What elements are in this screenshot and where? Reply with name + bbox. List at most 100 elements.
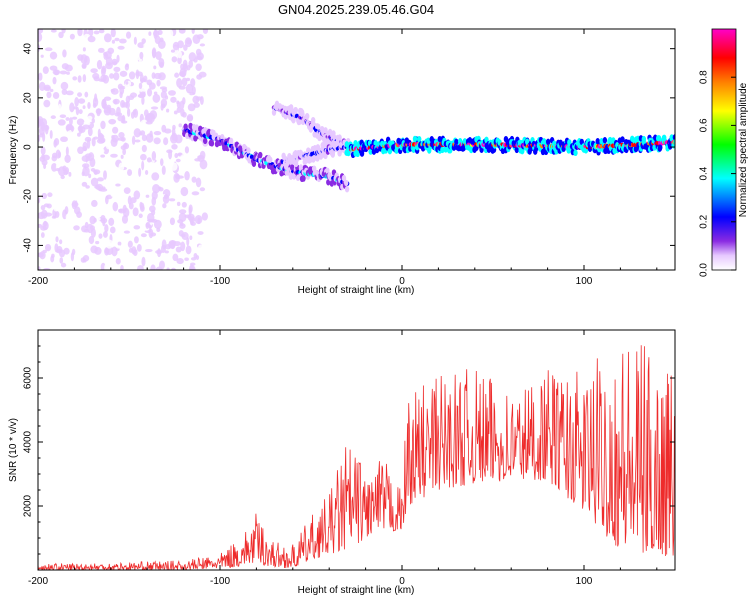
heatmap-cell <box>77 29 83 37</box>
heatmap-cell <box>39 133 44 138</box>
heatmap-cell <box>78 124 83 134</box>
heatmap-cell <box>141 256 146 267</box>
heatmap-cell <box>417 135 422 143</box>
heatmap-cell <box>38 72 43 81</box>
heatmap-cell <box>44 243 52 252</box>
heatmap-cell <box>667 143 673 150</box>
heatmap-cell <box>165 243 172 250</box>
heatmap-cell <box>190 143 195 152</box>
heatmap-cell <box>66 124 71 131</box>
heatmap-cell <box>171 132 178 141</box>
heatmap-cell <box>64 167 70 175</box>
heatmap-cell <box>140 119 148 129</box>
heatmap-cell <box>42 249 47 254</box>
heatmap-cell <box>97 216 101 221</box>
heatmap-cell <box>520 147 525 155</box>
heatmap-cell <box>95 108 102 115</box>
heatmap-cell <box>179 223 186 229</box>
heatmap-cell <box>74 97 79 107</box>
heatmap-cell <box>166 267 170 270</box>
heatmap-cell <box>67 138 71 147</box>
heatmap-cell <box>64 154 71 163</box>
heatmap-cell <box>139 51 144 60</box>
heatmap-cell <box>291 173 297 180</box>
heatmap-cell <box>103 170 107 180</box>
heatmap-cell <box>411 146 416 153</box>
snr-ticks: -200 -100 0 100 2000 4000 6000 <box>23 330 675 587</box>
heatmap-cell <box>93 136 99 140</box>
heatmap-cell <box>127 169 133 177</box>
snr-frame <box>37 329 676 571</box>
heatmap-cell <box>93 123 98 131</box>
heatmap-cell <box>323 141 328 148</box>
heatmap-cell <box>91 118 95 124</box>
colorbar-label: Normalized spectral amplitude <box>738 82 749 217</box>
heatmap-cell <box>93 30 100 35</box>
heatmap-cell <box>117 45 125 50</box>
heatmap-cell <box>355 150 360 158</box>
heatmap-cell <box>172 253 179 262</box>
snr-xtick-label: -200 <box>28 576 48 587</box>
heatmap-cell <box>40 204 46 211</box>
heatmap-cell <box>89 225 95 231</box>
snr-ytick-label: 2000 <box>23 494 34 517</box>
heatmap-cell <box>59 257 64 264</box>
heatmap-cell <box>194 124 200 131</box>
heatmap-cell <box>188 265 196 270</box>
heatmap-cell <box>195 255 200 261</box>
heatmap-cell <box>315 123 321 130</box>
heatmap-cell <box>90 228 96 238</box>
heatmap-cell <box>133 53 141 61</box>
heatmap-cell <box>159 158 164 167</box>
heatmap-cell <box>346 149 351 157</box>
heatmap-feature-1 <box>181 122 350 193</box>
heatmap-cell <box>162 203 167 209</box>
heatmap-cell <box>201 212 208 221</box>
heatmap-cell <box>190 257 197 261</box>
heatmap-cell <box>272 167 277 175</box>
snr-xtick-label: 100 <box>576 576 593 587</box>
heatmap-feature-3 <box>280 138 349 171</box>
heatmap-cell <box>82 74 87 83</box>
heatmap-cell <box>72 76 78 81</box>
heatmap-cell <box>105 239 114 249</box>
heatmap-cell <box>40 118 48 128</box>
heatmap-cell <box>82 105 86 110</box>
heatmap-cell <box>101 149 105 153</box>
heatmap-cell <box>130 111 135 119</box>
heatmap-cell <box>183 123 188 130</box>
heatmap-feature-4 <box>344 134 675 159</box>
heatmap-cell <box>159 260 165 270</box>
heatmap-cell <box>337 134 342 141</box>
heatmap-cell <box>120 154 124 159</box>
heatmap-cell <box>440 146 445 154</box>
heatmap-cell <box>353 139 358 147</box>
heatmap-cell <box>184 146 190 154</box>
heatmap-cell <box>117 241 122 246</box>
heatmap-cell <box>163 137 169 146</box>
heatmap-cell <box>161 165 166 175</box>
snr-plot-area <box>38 330 675 570</box>
heatmap-cell <box>115 183 121 187</box>
heatmap-cell <box>145 222 150 229</box>
heatmap-cell <box>151 151 157 161</box>
heatmap-cell <box>199 95 204 105</box>
heatmap-feature-0 <box>38 29 209 270</box>
chart-title: GN04.2025.239.05.46.G04 <box>278 2 434 17</box>
heatmap-cell <box>116 106 121 117</box>
heatmap-cell <box>170 162 178 171</box>
heatmap-cell <box>202 29 209 35</box>
heatmap-cell <box>87 115 93 121</box>
heatmap-cell <box>42 66 49 74</box>
heatmap-cell <box>641 135 647 143</box>
heatmap-cell <box>110 188 114 197</box>
heatmap-cell <box>43 84 51 92</box>
heatmap-cell <box>108 118 117 125</box>
heatmap-cell <box>153 219 162 229</box>
heatmap-cell <box>103 51 108 57</box>
heatmap-cell <box>91 199 98 208</box>
heatmap-cell <box>182 63 188 73</box>
heatmap-cell <box>184 257 189 261</box>
heatmap-xlabel: Height of straight line (km) <box>298 285 415 296</box>
